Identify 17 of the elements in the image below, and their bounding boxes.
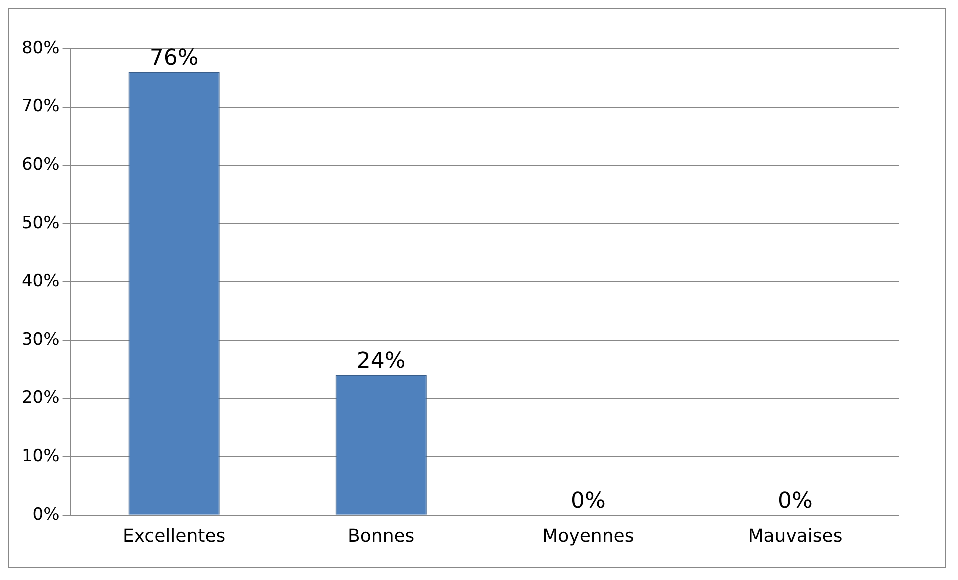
x-tick-label: Excellentes: [122, 526, 226, 547]
data-label: 0%: [778, 489, 813, 514]
y-tick-label: 40%: [22, 272, 60, 292]
data-label: 24%: [356, 349, 406, 374]
x-tick-label: Bonnes: [348, 526, 415, 547]
y-tick-label: 50%: [22, 213, 60, 234]
y-tick-label: 80%: [22, 38, 60, 58]
y-tick-label: 60%: [22, 155, 60, 176]
x-tick-label: Moyennes: [542, 526, 634, 547]
y-tick-label: 0%: [32, 504, 60, 525]
data-label: 76%: [150, 46, 199, 72]
data-label: 0%: [570, 489, 606, 514]
y-tick-label: 20%: [22, 388, 60, 408]
y-tick-label: 70%: [22, 96, 60, 117]
y-tick-label: 10%: [22, 446, 60, 467]
x-tick-label: Mauvaises: [748, 526, 843, 547]
y-tick-label: 30%: [22, 330, 60, 350]
